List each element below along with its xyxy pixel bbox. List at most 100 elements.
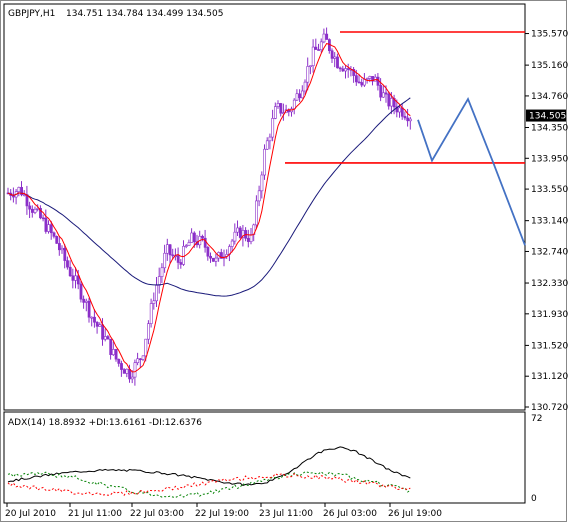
candle-body [408,118,412,122]
candle-body [95,321,99,327]
adx-y-tick-label: 72 [531,414,542,424]
candle-body [193,232,196,243]
candle-body [317,49,321,51]
candle-body [128,368,132,380]
candle-body [352,69,356,76]
candle-body [220,252,223,259]
candle-body [168,244,172,256]
symbol-header: GBPJPY,H1 [8,9,55,19]
candle-body [33,208,37,213]
candle-body [87,300,91,318]
x-axis-tick-label: 26 Jul 19:00 [388,509,442,519]
candle-body [12,195,15,198]
candle-body [47,224,51,232]
candle-body [20,187,24,196]
candle-body [52,232,56,237]
candle-body [30,208,34,213]
axes-layer: 135.570 135.160 134.760 134.350 133.950 133.5… [5,30,568,519]
candle-body [182,245,186,265]
candle-body [263,148,267,176]
candle-body [139,358,142,361]
candle-body [144,338,148,357]
candle-body [303,81,307,92]
candle-body [214,257,218,262]
price-layer [6,27,526,386]
y-axis-tick-label: 133.950 [531,154,568,164]
candle-body [292,99,296,110]
candle-body [346,68,350,70]
candle-body [166,244,169,254]
candle-body [309,65,312,67]
candle-body [211,257,215,262]
x-axis-tick-label: 26 Jul 03:00 [323,509,377,519]
candle-body [338,67,342,70]
candle-body [109,338,113,355]
candle-body [379,85,383,98]
y-axis-tick-label: 134.350 [531,123,568,133]
indicator-line-adx [7,446,411,486]
indicator-line-di [7,471,411,499]
candle-body [22,194,26,196]
candle-body [260,174,264,192]
candle-body [57,243,61,251]
candle-body [406,117,410,122]
candle-body [106,336,110,340]
adx-y-tick-label: 0 [531,494,537,504]
candle-body [325,33,329,40]
fast-moving-average-line [7,43,411,373]
candle-body [354,75,358,83]
candle-body [271,118,275,138]
candle-body [238,227,242,238]
candle-body [209,255,213,259]
y-axis-tick-label: 135.570 [531,30,568,40]
indicator-panel-frame [3,411,526,504]
price-panel-frame [3,3,526,411]
candle-body [295,93,299,101]
candle-body [93,316,96,323]
candle-body [279,103,283,114]
candle-body [60,247,64,251]
candle-body [157,276,161,286]
candle-body [76,275,80,285]
candle-body [230,240,234,247]
candle-body [322,33,326,43]
candle-body [66,260,69,268]
candle-body [273,106,277,119]
x-axis-tick-label: 22 Jul 19:00 [195,509,249,519]
projection-zigzag-line [417,96,526,246]
candle-body [187,242,191,246]
candle-body [390,98,393,107]
candle-body [392,98,396,108]
candle-body [130,376,134,380]
candle-body [249,234,253,242]
slow-moving-average-line [7,97,411,297]
candle-body [190,232,194,243]
candle-body [300,90,304,99]
candle-body [276,103,280,107]
candle-body [330,50,334,59]
candle-body [236,227,240,233]
candle-body [122,369,126,374]
candle-body [247,238,250,242]
candle-body [176,255,180,263]
x-axis-tick-label: 23 Jul 11:00 [259,509,313,519]
candle-body [381,92,385,98]
candle-body [255,200,258,226]
candle-body [363,79,366,86]
candle-body [120,363,123,370]
candle-body [117,358,121,364]
candle-body [17,187,21,192]
candle-body [28,205,32,210]
candle-body [160,267,164,277]
indicator-line-di [7,473,411,497]
candle-body [49,224,53,234]
candle-body [371,76,375,82]
candle-body [314,46,318,50]
candle-body [333,56,337,59]
y-axis-tick-label: 135.160 [531,61,568,71]
candle-body [39,208,42,219]
candle-body [71,275,75,281]
candle-body [368,76,372,79]
